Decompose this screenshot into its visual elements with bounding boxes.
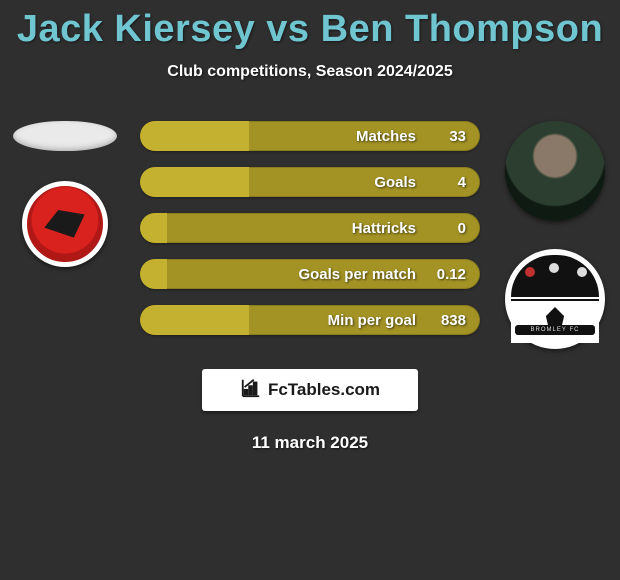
source-logo: FcTables.com: [202, 369, 418, 411]
stat-label: Hattricks: [140, 213, 420, 243]
stat-value: 838: [441, 305, 466, 335]
right-column: BROMLEY FC: [495, 121, 615, 349]
stat-value: 0: [458, 213, 466, 243]
stat-row: Matches 33: [140, 121, 480, 151]
stat-label: Matches: [140, 121, 420, 151]
stat-row: Min per goal 838: [140, 305, 480, 335]
player2-avatar: [505, 121, 605, 221]
stat-row: Hattricks 0: [140, 213, 480, 243]
comparison-panel: Matches 33 Goals 4 Hattricks 0 Goals per match…: [0, 121, 620, 351]
player2-club-badge: BROMLEY FC: [505, 249, 605, 349]
stat-label: Goals per match: [140, 259, 420, 289]
subtitle: Club competitions, Season 2024/2025: [0, 63, 620, 81]
player1-avatar: [13, 121, 117, 151]
stat-row: Goals 4: [140, 167, 480, 197]
date-label: 11 march 2025: [0, 433, 620, 453]
stat-label: Min per goal: [140, 305, 420, 335]
stat-value: 0.12: [437, 259, 466, 289]
player2-name: Ben Thompson: [321, 8, 604, 50]
vs-label: vs: [266, 8, 309, 50]
stat-row: Goals per match 0.12: [140, 259, 480, 289]
player2-club-name: BROMLEY FC: [515, 325, 595, 335]
stat-value: 4: [458, 167, 466, 197]
source-logo-text: FcTables.com: [268, 380, 380, 400]
stat-bars: Matches 33 Goals 4 Hattricks 0 Goals per match…: [140, 121, 480, 351]
left-column: [5, 121, 125, 267]
chart-icon: [240, 377, 262, 404]
page-title: Jack Kiersey vs Ben Thompson: [0, 0, 620, 51]
stat-label: Goals: [140, 167, 420, 197]
player1-name: Jack Kiersey: [17, 8, 255, 50]
player1-club-badge: [22, 181, 108, 267]
stat-value: 33: [449, 121, 466, 151]
